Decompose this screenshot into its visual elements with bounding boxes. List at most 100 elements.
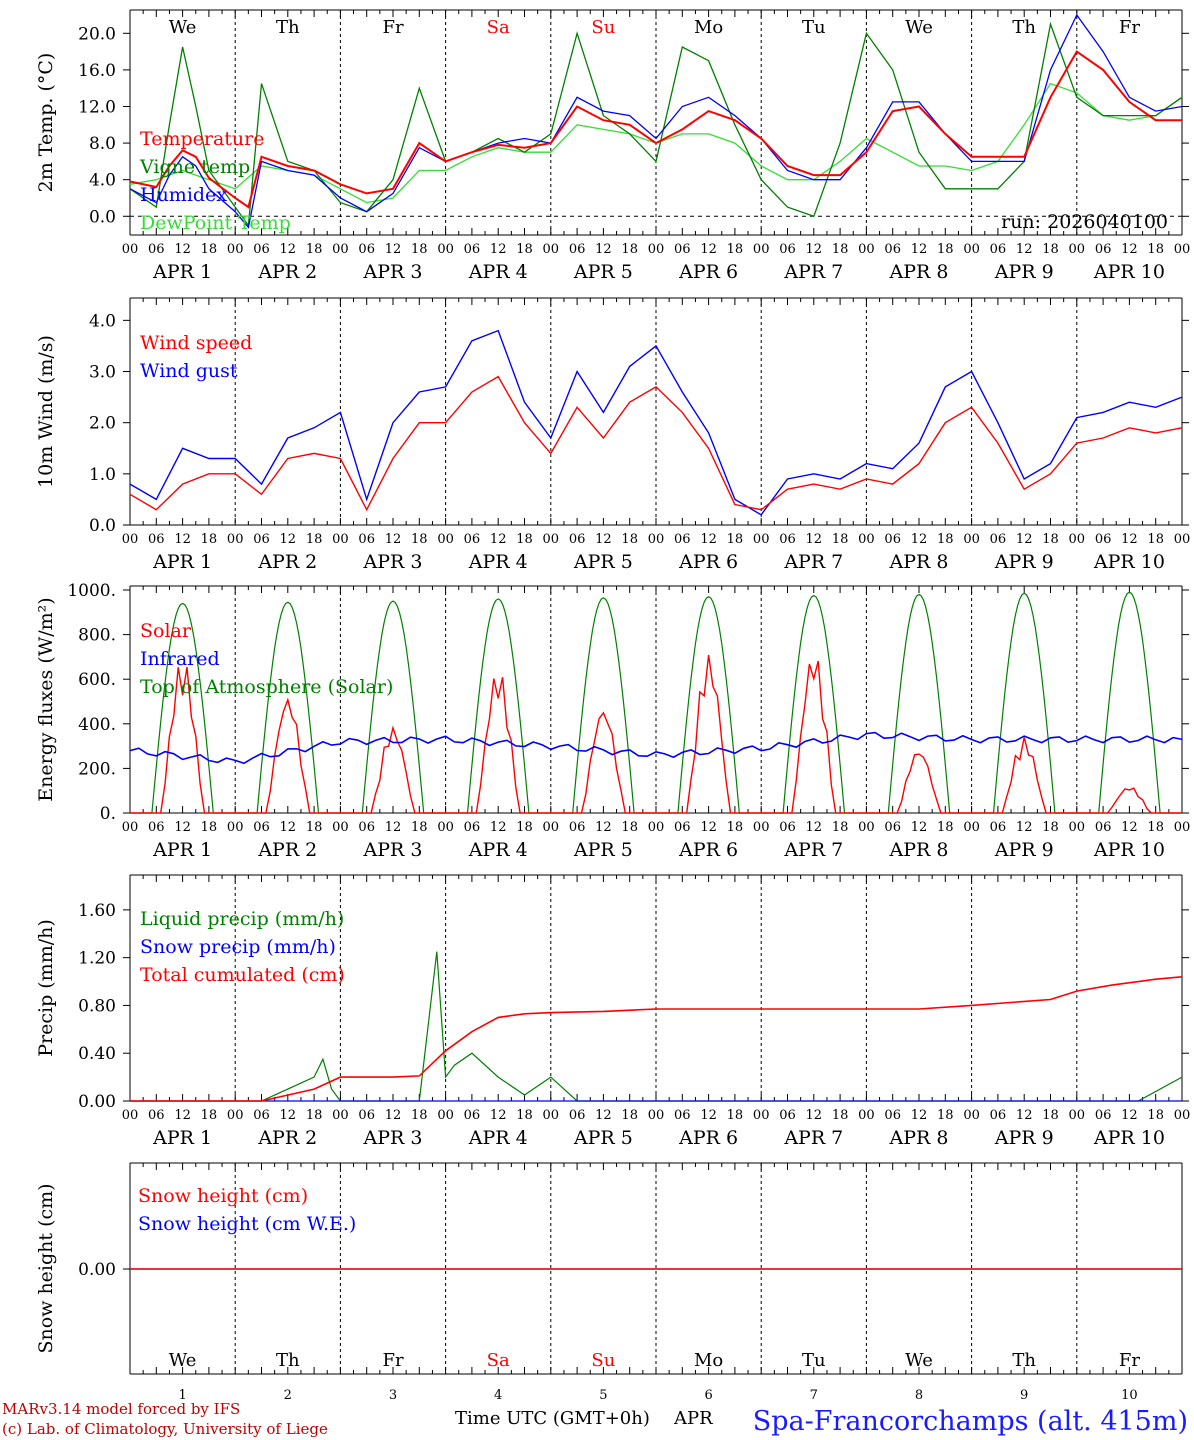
hour-tick-label: 06 xyxy=(464,532,481,547)
hour-tick-label: 12 xyxy=(595,1108,612,1123)
hour-tick-label: 00 xyxy=(753,242,770,257)
hour-tick-label: 18 xyxy=(1147,242,1164,257)
weekday-label: Su xyxy=(591,17,615,38)
hour-tick-label: 00 xyxy=(543,242,560,257)
date-label: APR 7 xyxy=(783,1127,843,1149)
hour-tick-label: 00 xyxy=(227,1108,244,1123)
date-label: APR 4 xyxy=(468,551,528,573)
date-label: APR 9 xyxy=(994,551,1054,573)
legend-entry: Humidex xyxy=(140,184,227,206)
legend-entry: Total cumulated (cm) xyxy=(140,964,345,986)
hour-tick-label: 06 xyxy=(990,532,1007,547)
y-tick-label: 1000. xyxy=(67,581,116,601)
y-tick-label: 20.0 xyxy=(78,24,116,44)
legend-entry: Wind speed xyxy=(140,332,252,354)
weekday-label: Mo xyxy=(694,17,723,38)
hour-tick-label: 00 xyxy=(1069,1108,1086,1123)
hour-tick-label: 00 xyxy=(1174,820,1191,835)
hour-tick-label: 12 xyxy=(385,820,402,835)
hour-tick-label: 06 xyxy=(674,820,691,835)
hour-tick-label: 00 xyxy=(437,1108,454,1123)
hour-tick-label: 18 xyxy=(1042,820,1059,835)
hour-tick-label: 18 xyxy=(727,242,744,257)
hour-tick-label: 00 xyxy=(543,1108,560,1123)
hour-tick-label: 00 xyxy=(543,820,560,835)
weekday-label: We xyxy=(169,1350,197,1371)
hour-tick-label: 06 xyxy=(148,532,165,547)
weekday-label: Fr xyxy=(382,17,403,38)
date-label: APR 10 xyxy=(1093,1127,1165,1149)
series-total-cumulated xyxy=(130,976,1183,1102)
y-tick-label: 16.0 xyxy=(78,61,116,81)
hour-tick-label: 18 xyxy=(1147,820,1164,835)
date-label: APR 3 xyxy=(363,839,423,861)
date-label: APR 5 xyxy=(573,1127,633,1149)
series-wind-speed xyxy=(129,375,1183,512)
date-label: APR 4 xyxy=(468,839,528,861)
hour-tick-label: 18 xyxy=(621,820,638,835)
y-axis-label: Snow height (cm) xyxy=(35,1183,57,1353)
series-solar xyxy=(130,654,1182,814)
hour-tick-label: 06 xyxy=(1095,820,1112,835)
hour-tick-label: 12 xyxy=(174,532,191,547)
date-label: APR 4 xyxy=(468,261,528,283)
hour-tick-label: 06 xyxy=(1095,1108,1112,1123)
date-label: APR 9 xyxy=(994,1127,1054,1149)
hour-tick-label: 18 xyxy=(306,242,323,257)
weekday-label: Th xyxy=(276,1350,300,1371)
hour-tick-label: 00 xyxy=(963,532,980,547)
hour-tick-label: 12 xyxy=(911,820,928,835)
hour-tick-label: 12 xyxy=(174,242,191,257)
hour-tick-label: 00 xyxy=(858,242,875,257)
weekday-label: Sa xyxy=(487,1350,510,1371)
hour-tick-label: 06 xyxy=(779,532,796,547)
date-label: APR 4 xyxy=(468,1127,528,1149)
date-label: APR 8 xyxy=(889,261,949,283)
date-label: APR 7 xyxy=(783,551,843,573)
weekday-label: Th xyxy=(276,17,300,38)
hour-tick-label: 06 xyxy=(779,820,796,835)
hour-tick-label: 18 xyxy=(621,532,638,547)
hour-tick-label: 00 xyxy=(963,820,980,835)
date-label: APR 8 xyxy=(889,551,949,573)
weekday-label: Fr xyxy=(1119,1350,1140,1371)
y-axis-label: 2m Temp. (°C) xyxy=(35,53,57,193)
legend-entry: Infrared xyxy=(140,648,220,670)
hour-tick-label: 18 xyxy=(516,242,533,257)
day-number: 6 xyxy=(704,1388,712,1403)
hour-tick-label: 18 xyxy=(411,1108,428,1123)
hour-tick-label: 18 xyxy=(937,242,954,257)
hour-tick-label: 06 xyxy=(990,242,1007,257)
hour-tick-label: 06 xyxy=(884,1108,901,1123)
hour-tick-label: 18 xyxy=(516,532,533,547)
hour-tick-label: 06 xyxy=(990,1108,1007,1123)
hour-tick-label: 06 xyxy=(358,242,375,257)
hour-tick-label: 00 xyxy=(122,242,139,257)
legend-entry: Liquid precip (mm/h) xyxy=(140,908,344,930)
hour-tick-label: 12 xyxy=(911,242,928,257)
hour-tick-label: 18 xyxy=(411,820,428,835)
hour-tick-label: 12 xyxy=(280,242,297,257)
y-tick-label: 1.60 xyxy=(78,901,116,921)
weekday-label: Fr xyxy=(382,1350,403,1371)
panel-5: 0.00 Snow height (cm) Snow height (cm) Snow… xyxy=(35,1162,1183,1403)
weekday-label: We xyxy=(169,17,197,38)
hour-tick-label: 00 xyxy=(963,242,980,257)
y-tick-label: 4.0 xyxy=(89,311,116,331)
y-tick-label: 0.00 xyxy=(78,1092,116,1112)
hour-tick-label: 00 xyxy=(648,532,665,547)
y-axis-label: Precip (mm/h) xyxy=(35,919,57,1057)
date-label: APR 8 xyxy=(889,839,949,861)
hour-tick-label: 06 xyxy=(253,1108,270,1123)
hour-tick-label: 06 xyxy=(779,1108,796,1123)
hour-tick-label: 00 xyxy=(753,532,770,547)
hour-tick-label: 12 xyxy=(1016,532,1033,547)
hour-tick-label: 18 xyxy=(306,532,323,547)
y-tick-label: 800. xyxy=(78,626,116,646)
hour-tick-label: 00 xyxy=(332,532,349,547)
hour-tick-label: 00 xyxy=(332,1108,349,1123)
legend-entry: Snow height (cm) xyxy=(138,1185,308,1207)
legend-entry: DewPoint Temp xyxy=(140,212,291,234)
date-label: APR 10 xyxy=(1093,839,1165,861)
hour-tick-label: 12 xyxy=(595,242,612,257)
